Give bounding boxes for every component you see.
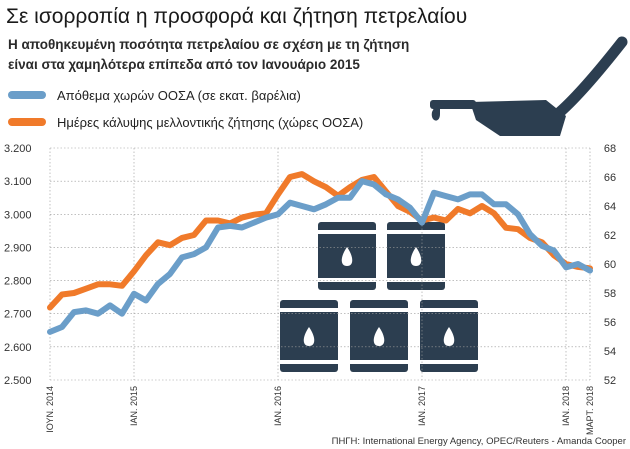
- y-right-tick-label: 58: [604, 288, 616, 300]
- y-left-tick-label: 2.900: [4, 242, 32, 254]
- x-tick-label: ΙΑΝ. 2017: [417, 386, 427, 426]
- x-tick-label: ΙΑΝ. 2018: [561, 386, 571, 426]
- y-right-tick-label: 52: [604, 375, 616, 387]
- y-left-tick-label: 2.600: [4, 342, 32, 354]
- y-left-tick-label: 3.200: [4, 143, 32, 155]
- x-tick-label: ΙΑΝ. 2016: [273, 386, 283, 426]
- legend-label-oecd-stocks: Απόθεμα χωρών ΟΟΣΑ (σε εκατ. βαρέλια): [57, 88, 301, 103]
- y-left-tick-label: 2.800: [4, 276, 32, 288]
- oil-barrels-illustration: [278, 222, 480, 372]
- chart-subtitle-line-1: Η αποθηκευμένη ποσότητα πετρελαίου σε σχ…: [8, 37, 409, 52]
- chart-title: Σε ισορροπία η προσφορά και ζήτηση πετρε…: [6, 5, 467, 28]
- y-left-tick-label: 3.000: [4, 209, 32, 221]
- x-tick-label: ΙΑΝ. 2015: [129, 386, 139, 426]
- y-right-tick-label: 68: [604, 143, 616, 155]
- y-right-tick-label: 56: [604, 317, 616, 329]
- y-left-tick-label: 3.100: [4, 176, 32, 188]
- chart-subtitle-line-2: είναι στα χαμηλότερα επίπεδα από τον Ιαν…: [8, 57, 360, 72]
- y-right-tick-label: 66: [604, 172, 616, 184]
- legend: Απόθεμα χωρών ΟΟΣΑ (σε εκατ. βαρέλια) Ημ…: [8, 88, 363, 130]
- y-right-tick-label: 62: [604, 230, 616, 242]
- x-tick-label: ΜΑΡΤ. 2018: [585, 386, 595, 435]
- series-line-days-cover: [47, 171, 593, 311]
- legend-label-days-cover: Ημέρες κάλυψης μελλοντικής ζήτησης (χώρε…: [57, 115, 363, 130]
- fuel-nozzle-icon: [430, 36, 628, 136]
- series-lines: [47, 171, 593, 335]
- series-line-oecd-stocks: [47, 178, 593, 335]
- y-right-tick-label: 54: [604, 346, 616, 358]
- y-left-tick-label: 2.500: [4, 375, 32, 387]
- y-right-tick-label: 64: [604, 201, 616, 213]
- source-note: ΠΗΓΗ: International Energy Agency, OPEC/…: [332, 436, 626, 447]
- axis-ticks: 3.200 3.100 3.000 2.900 2.800 2.700 2.600 2.500…: [4, 143, 616, 435]
- y-left-tick-label: 2.700: [4, 309, 32, 321]
- x-tick-label: ΙΟΥΝ. 2014: [45, 386, 55, 433]
- y-right-tick-label: 60: [604, 259, 616, 271]
